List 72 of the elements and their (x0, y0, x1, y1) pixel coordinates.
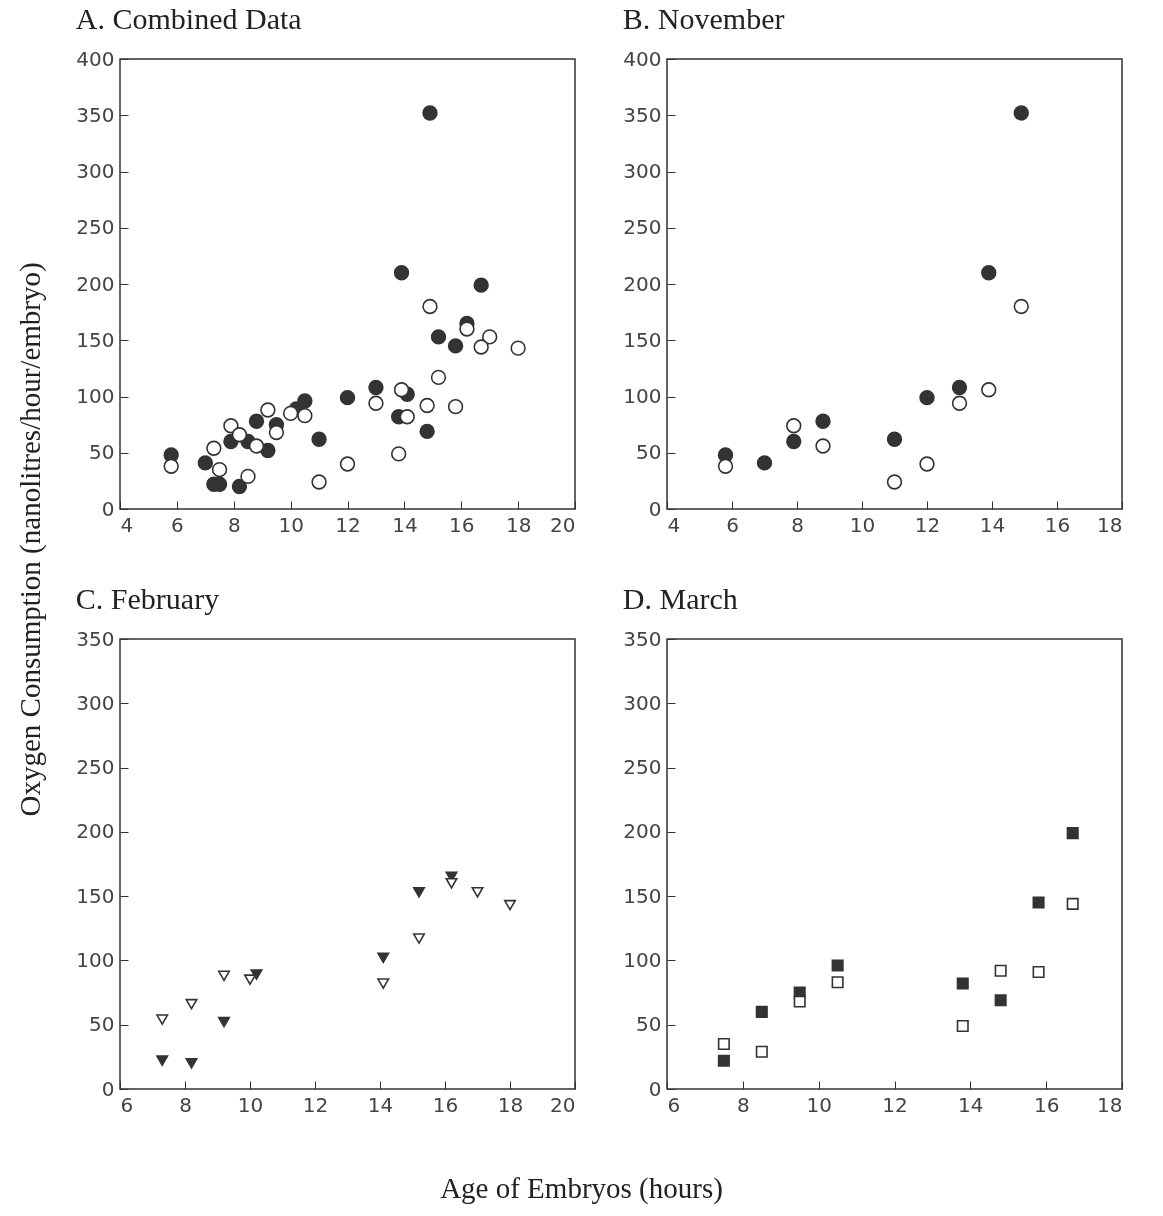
x-tick-label: 16 (1033, 1092, 1060, 1117)
y-tick-label: 250 (76, 215, 115, 240)
y-tick-label: 0 (101, 1076, 115, 1101)
y-tick-label: 250 (623, 755, 662, 780)
x-tick-label: 18 (1097, 1092, 1123, 1117)
x-tick-label: 14 (979, 512, 1006, 537)
x-tick-label: 8 (227, 512, 241, 537)
x-tick-label: 14 (958, 1092, 984, 1117)
chart-title: B. November (622, 2, 785, 35)
y-tick-label: 300 (76, 159, 115, 183)
x-tick-label: 10 (849, 512, 876, 537)
x-tick-label: 6 (726, 512, 739, 537)
y-tick-label: 150 (76, 883, 115, 908)
x-tick-label: 8 (736, 1092, 750, 1117)
chart-title: C. February (75, 582, 220, 615)
y-tick-label: 300 (623, 159, 662, 183)
y-tick-label: 150 (623, 883, 662, 908)
y-tick-label: 100 (76, 384, 115, 408)
y-axis-title: Oxygen Consumption (nanolitres/hour/embryo) (13, 262, 47, 817)
x-tick-label: 4 (667, 512, 681, 537)
x-tick-label: 8 (791, 512, 804, 537)
x-tick-label: 12 (882, 1092, 908, 1117)
y-tick-label: 50 (636, 1012, 662, 1037)
y-tick-label: 200 (76, 271, 115, 296)
y-tick-label: 50 (89, 1012, 115, 1037)
x-tick-label: 6 (667, 1092, 681, 1117)
y-tick-label: 400 (76, 46, 115, 71)
x-tick-label: 14 (367, 1092, 394, 1117)
chart-title: D. March (622, 582, 738, 615)
x-tick-label: 14 (392, 512, 418, 537)
y-tick-label: 400 (623, 46, 662, 71)
y-tick-label: 150 (623, 327, 662, 352)
y-tick-label: 300 (623, 690, 662, 715)
x-tick-label: 6 (171, 512, 184, 537)
x-tick-label: 16 (449, 512, 475, 537)
x-axis-title: Age of Embryos (hours) (439, 1172, 724, 1205)
x-tick-label: 16 (432, 1092, 459, 1117)
x-tick-label: 8 (179, 1092, 192, 1117)
x-tick-label: 20 (550, 512, 576, 537)
y-tick-label: 350 (623, 626, 662, 651)
x-tick-label: 18 (1097, 512, 1123, 537)
x-tick-label: 6 (120, 1092, 134, 1117)
y-tick-label: 100 (623, 384, 662, 408)
x-tick-label: 12 (335, 512, 361, 537)
y-tick-label: 150 (76, 327, 115, 352)
y-tick-label: 200 (623, 819, 662, 844)
y-tick-label: 200 (76, 819, 115, 844)
x-tick-label: 4 (120, 512, 134, 537)
y-tick-label: 350 (623, 102, 662, 127)
y-tick-label: 0 (648, 1076, 662, 1101)
x-tick-label: 20 (550, 1092, 576, 1117)
y-tick-label: 200 (623, 271, 662, 296)
x-tick-label: 18 (505, 512, 532, 537)
y-tick-label: 300 (76, 690, 115, 715)
y-tick-label: 250 (76, 755, 115, 780)
x-tick-label: 12 (302, 1092, 329, 1117)
y-tick-label: 350 (76, 102, 115, 127)
y-tick-label: 100 (76, 947, 115, 972)
x-tick-label: 10 (278, 512, 304, 537)
x-tick-label: 10 (237, 1092, 264, 1117)
y-tick-label: 250 (623, 215, 662, 240)
x-tick-label: 16 (1044, 512, 1071, 537)
y-tick-label: 350 (76, 626, 115, 651)
x-tick-label: 12 (914, 512, 941, 537)
chart-title: A. Combined Data (75, 2, 302, 35)
y-tick-label: 50 (89, 440, 115, 465)
y-tick-label: 0 (648, 496, 662, 521)
y-tick-label: 50 (636, 440, 662, 465)
x-tick-label: 18 (497, 1092, 524, 1117)
x-tick-label: 10 (806, 1092, 832, 1117)
y-tick-label: 100 (623, 947, 662, 972)
y-tick-label: 0 (101, 496, 115, 521)
